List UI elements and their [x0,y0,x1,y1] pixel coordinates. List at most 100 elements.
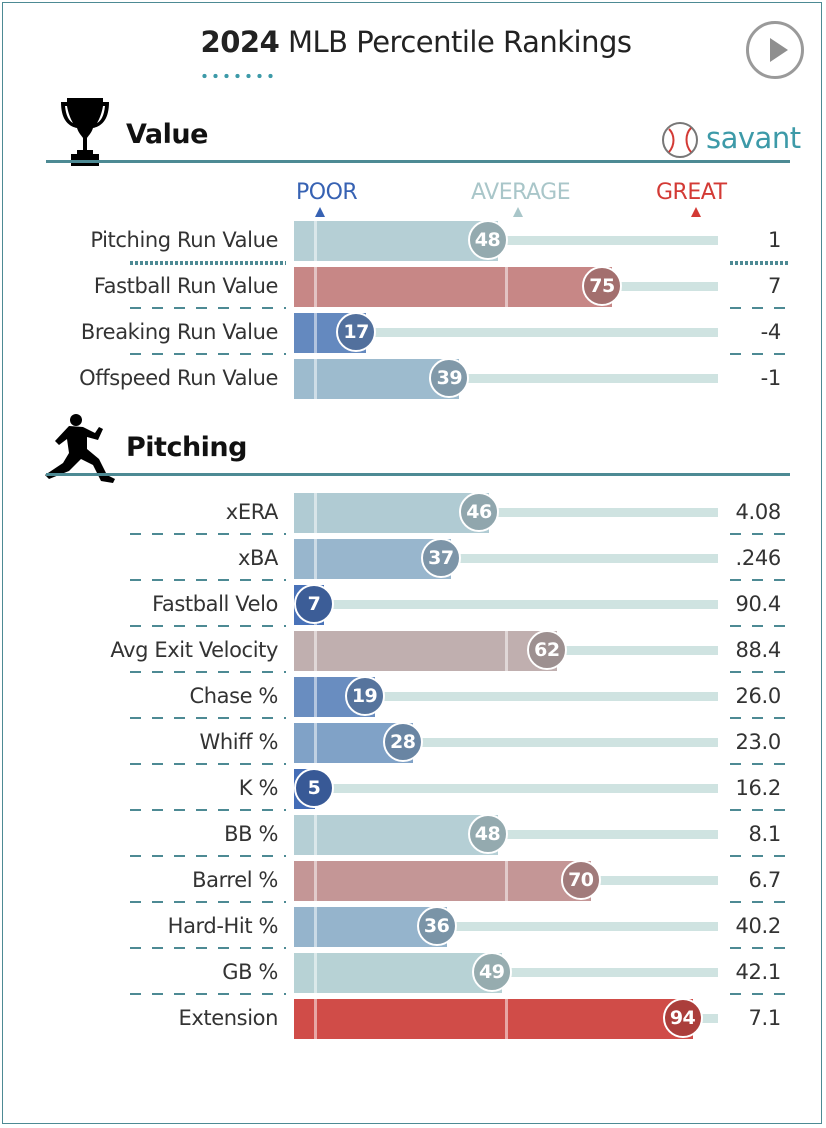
percentile-bar [294,631,557,671]
percentile-gridline [314,313,318,353]
row-divider [130,855,286,857]
row-divider [130,671,286,673]
percentile-bubble: 48 [467,220,508,260]
scale-great-arrow [691,207,701,217]
row-divider [130,625,286,627]
percentile-bubble: 37 [420,538,461,578]
percentile-gridline [314,723,318,763]
percentile-gridline [505,999,508,1039]
metric-value: 7.1 [748,1006,782,1030]
metric-value: 90.4 [735,592,781,616]
metric-label: Extension [178,1006,279,1030]
percentile-bar [294,815,498,855]
percentile-bubble: 75 [582,266,622,306]
section-title-value: Value [126,119,208,150]
percentile-track [294,922,718,931]
section-rule-value [46,160,790,163]
row-divider [130,533,286,535]
metric-label: Whiff % [199,730,278,754]
metric-value: -4 [760,320,782,344]
play-button[interactable] [746,21,804,79]
metric-value: 6.7 [748,868,782,892]
row-divider [730,855,790,857]
row-divider [730,763,790,765]
percentile-gridline [314,221,318,261]
metric-label: Chase % [189,684,278,708]
percentile-track [294,738,718,747]
percentile-bubble: 7 [294,584,334,624]
metric-label: Fastball Run Value [93,274,279,298]
percentile-bar [294,999,693,1039]
percentile-bar [294,267,612,307]
percentile-track [294,374,718,383]
percentile-bar [294,861,591,901]
percentile-gridline [314,631,318,671]
percentile-track [294,554,718,563]
row-divider [730,993,790,995]
row-divider [730,809,790,811]
percentile-gridline [505,267,508,307]
metric-label: Barrel % [192,868,278,892]
metric-label: Offspeed Run Value [79,366,278,390]
metric-label: K % [238,776,279,800]
percentile-gridline [505,631,508,671]
row-divider [730,579,790,581]
metric-label: xERA [225,500,279,524]
row-divider [130,993,286,995]
percentile-bubble: 19 [344,676,385,716]
metric-value: 42.1 [735,960,781,984]
baseball-icon [662,122,698,158]
percentile-bubble: 5 [294,768,334,808]
percentile-track [294,692,718,701]
percentile-gridline [314,539,318,579]
row-divider [730,717,790,719]
scale-great-label: GREAT [656,180,727,205]
row-divider [730,533,790,535]
scale-poor-arrow [315,207,325,217]
metric-value: 40.2 [735,914,781,938]
percentile-bubble: 17 [336,312,377,352]
metric-label: Avg Exit Velocity [110,638,278,662]
row-divider [730,901,790,903]
row-divider [130,353,286,355]
percentile-bubble: 28 [382,722,423,762]
row-divider [730,947,790,949]
percentile-bubble: 36 [416,906,457,946]
percentile-track [294,508,718,517]
metric-value: 7 [767,274,781,298]
percentile-gridline [505,861,508,901]
percentile-gridline [314,677,318,717]
title-year: 2024 [200,25,280,59]
scale-average-arrow [513,207,523,217]
row-divider [130,307,286,309]
row-divider [130,763,286,765]
page-title: 2024 MLB Percentile Rankings [3,25,826,59]
percentile-bar [294,493,490,533]
section-rule-pitching [46,473,790,476]
row-divider [730,353,790,355]
section-title-pitching: Pitching [126,432,247,463]
row-divider [730,671,790,673]
row-divider [130,717,286,719]
metric-value: 8.1 [748,822,782,846]
percentile-bubble: 46 [459,492,500,532]
percentile-track [294,784,718,793]
metric-label: Breaking Run Value [80,320,278,344]
percentile-gridline [314,999,318,1039]
percentile-bubble: 62 [526,630,567,670]
title-text: MLB Percentile Rankings [287,25,632,59]
metric-label: BB % [224,822,278,846]
row-divider [130,579,286,581]
savant-logo-text: savant [706,121,801,155]
metric-value: 4.08 [735,500,781,524]
percentile-bubble: 39 [429,358,470,398]
percentile-bubble: 94 [662,998,703,1038]
metric-value: 88.4 [735,638,781,662]
percentile-gridline [314,953,318,993]
percentile-gridline [314,861,318,901]
percentile-gridline [314,359,318,399]
row-divider [130,261,286,265]
row-divider [730,625,790,627]
percentile-gridline [314,493,318,533]
